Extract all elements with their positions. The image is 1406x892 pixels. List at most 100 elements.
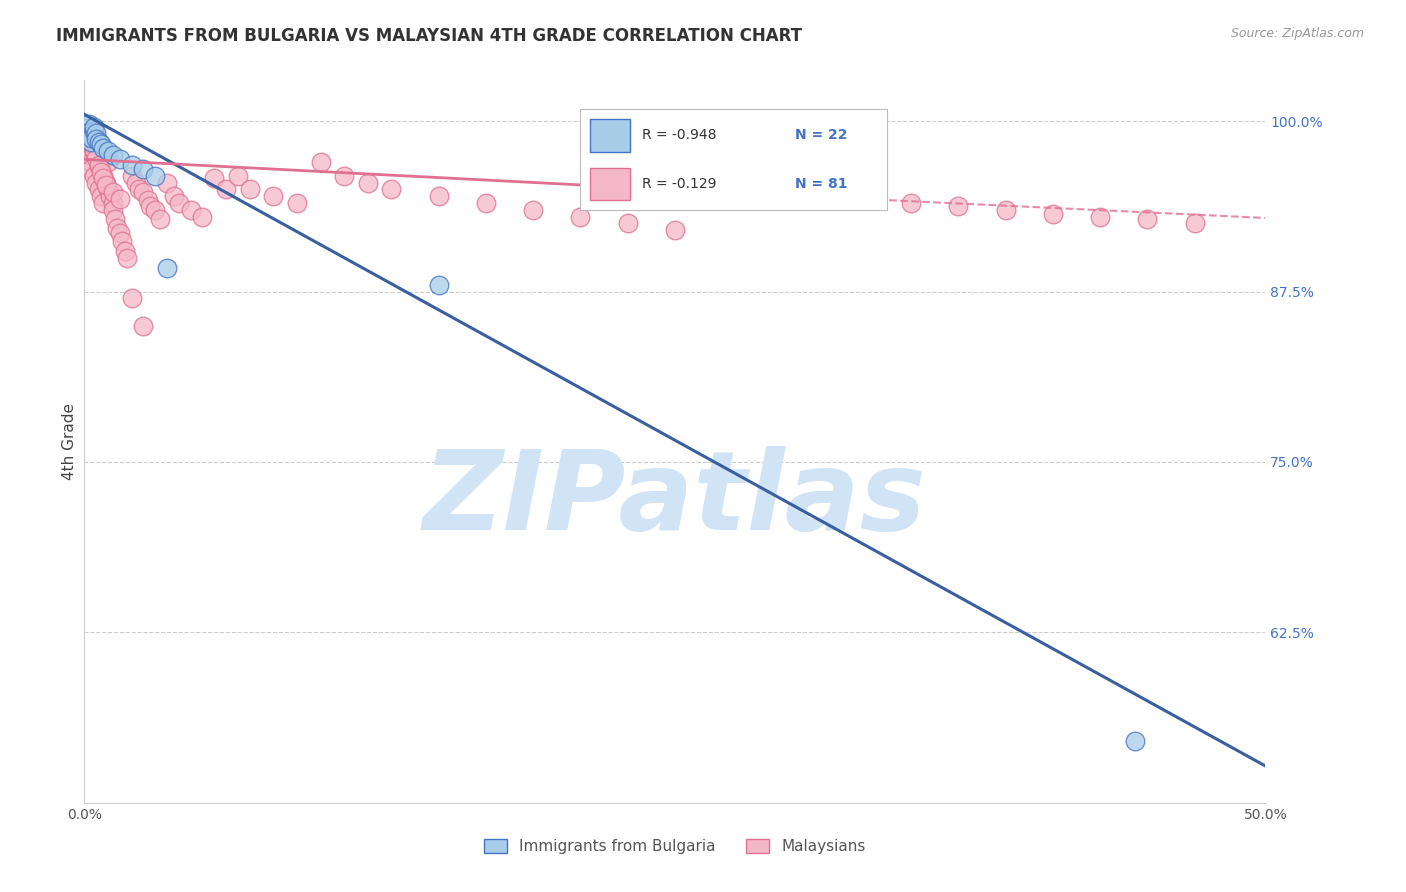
Point [427, 189, 450, 203]
Point [83, 169, 105, 183]
Point [1184, 216, 1206, 230]
Point [948, 199, 970, 213]
Point [90, 161, 112, 176]
Legend: Immigrants from Bulgaria, Malaysians: Immigrants from Bulgaria, Malaysians [478, 833, 872, 860]
Text: IMMIGRANTS FROM BULGARIA VS MALAYSIAN 4TH GRADE CORRELATION CHART: IMMIGRANTS FROM BULGARIA VS MALAYSIAN 4T… [56, 27, 803, 45]
Point [94, 176, 117, 190]
Point [98, 189, 121, 203]
Point [475, 196, 498, 211]
Point [121, 292, 143, 306]
Point [77, 141, 100, 155]
Point [852, 189, 875, 203]
Point [806, 185, 828, 199]
Point [90, 137, 112, 152]
Point [101, 148, 124, 162]
Point [77, 117, 100, 131]
Point [87, 182, 110, 196]
Point [522, 202, 544, 217]
Point [84, 176, 107, 190]
Point [80, 137, 103, 152]
Point [83, 144, 105, 158]
Point [569, 210, 592, 224]
Point [333, 169, 356, 183]
Point [80, 155, 103, 169]
Point [215, 182, 238, 196]
Point [83, 144, 105, 158]
Point [91, 171, 114, 186]
Point [84, 127, 107, 141]
Point [128, 182, 150, 196]
Point [191, 210, 214, 224]
Text: Source: ZipAtlas.com: Source: ZipAtlas.com [1230, 27, 1364, 40]
Point [76, 135, 98, 149]
Text: ZIPatlas: ZIPatlas [423, 446, 927, 553]
Point [101, 196, 124, 211]
Point [76, 128, 98, 142]
Point [427, 277, 450, 292]
Point [77, 148, 100, 162]
Point [101, 202, 124, 217]
Point [111, 234, 134, 248]
Point [90, 189, 112, 203]
Point [121, 158, 143, 172]
Point [262, 189, 284, 203]
Point [97, 182, 120, 196]
Point [108, 153, 131, 167]
Point [180, 202, 202, 217]
Point [711, 176, 734, 190]
Point [108, 226, 131, 240]
Point [91, 196, 114, 211]
Point [97, 155, 120, 169]
Point [163, 189, 186, 203]
Point [87, 158, 110, 172]
Point [664, 223, 686, 237]
Point [357, 176, 380, 190]
Point [143, 202, 166, 217]
Point [83, 124, 105, 138]
Point [77, 125, 100, 139]
Point [143, 169, 166, 183]
Point [83, 120, 105, 134]
Point [125, 176, 148, 190]
Point [91, 141, 114, 155]
Point [136, 193, 159, 207]
Point [91, 169, 114, 183]
Point [80, 161, 103, 176]
Point [84, 132, 107, 146]
Point [380, 182, 402, 196]
Point [94, 178, 117, 193]
Y-axis label: 4th Grade: 4th Grade [62, 403, 77, 480]
Point [994, 202, 1017, 217]
Point [1125, 734, 1147, 748]
Point [149, 212, 172, 227]
Point [80, 130, 103, 145]
Point [80, 130, 103, 145]
Point [309, 155, 332, 169]
Point [104, 212, 127, 227]
Point [121, 169, 143, 183]
Point [202, 171, 225, 186]
Point [1042, 207, 1064, 221]
Point [87, 135, 110, 149]
Point [132, 318, 155, 333]
Point [1136, 212, 1159, 227]
Point [97, 144, 120, 158]
Point [84, 148, 107, 162]
Point [132, 161, 155, 176]
Point [114, 244, 136, 258]
Point [107, 220, 129, 235]
Point [1088, 210, 1111, 224]
Point [132, 185, 155, 199]
Point [90, 164, 112, 178]
Point [76, 120, 98, 135]
Point [101, 185, 124, 199]
Point [84, 151, 107, 165]
Point [239, 182, 262, 196]
Point [139, 199, 162, 213]
Point [616, 216, 638, 230]
Point [226, 169, 249, 183]
Point [80, 128, 103, 142]
Point [156, 176, 179, 190]
Point [758, 182, 780, 196]
Point [87, 158, 110, 172]
